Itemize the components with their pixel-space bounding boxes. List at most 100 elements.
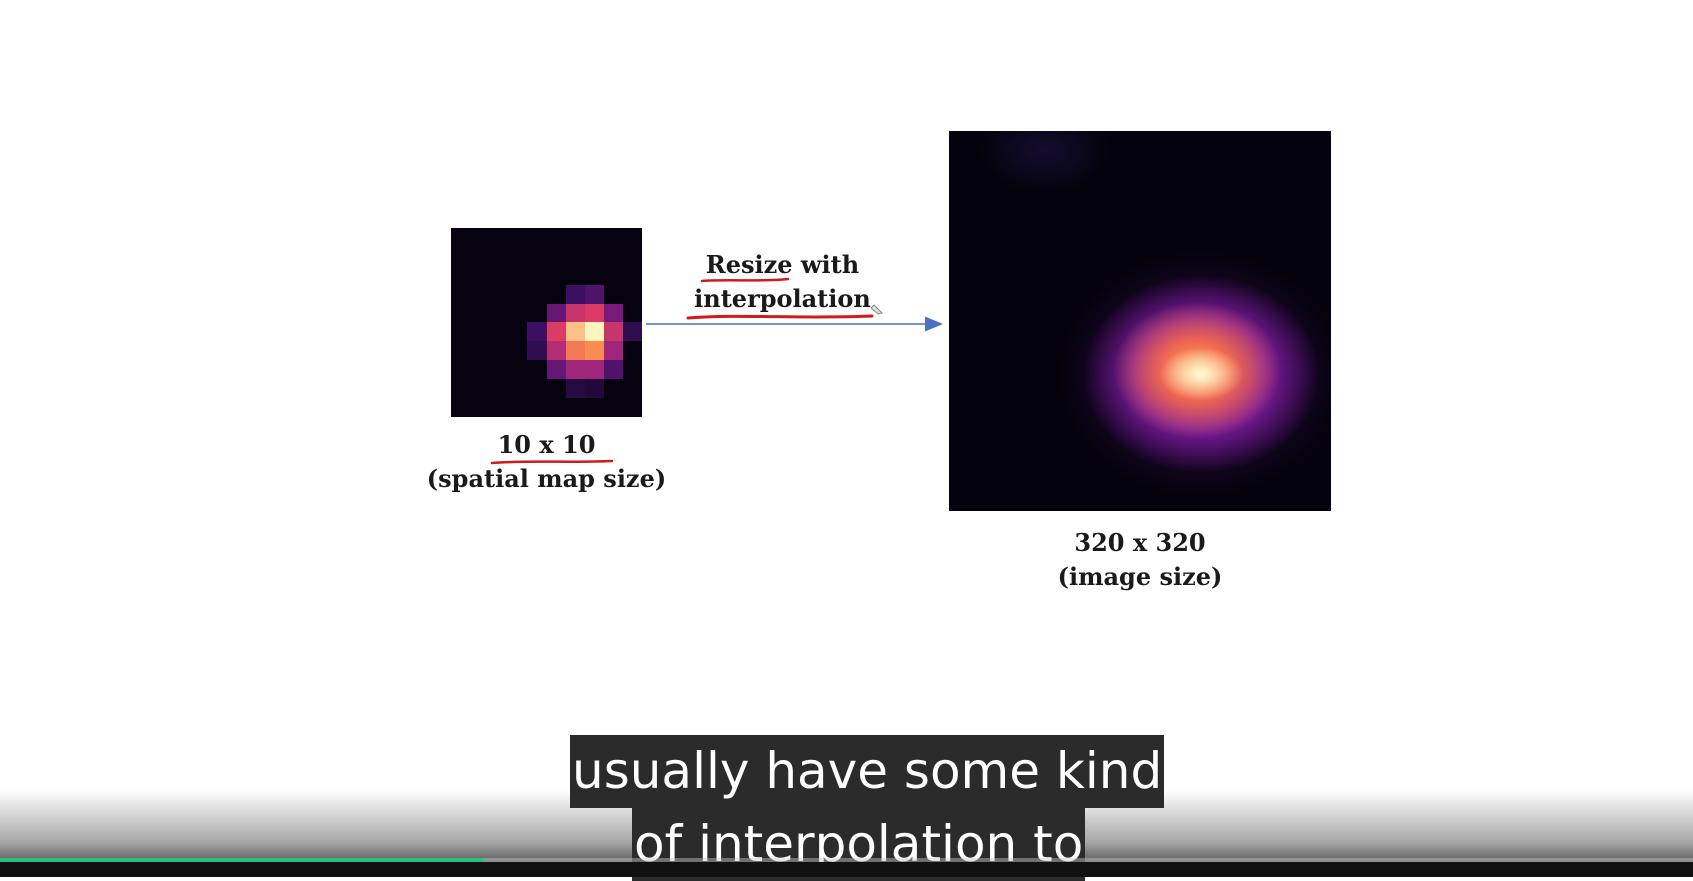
heatmap-cell — [527, 379, 547, 399]
heatmap-cell — [489, 303, 509, 323]
heatmap-cell — [622, 322, 642, 342]
heatmap-cell — [622, 303, 642, 323]
heatmap-cell — [584, 284, 604, 304]
heatmap-cell — [603, 379, 623, 399]
heatmap-cell — [603, 246, 623, 266]
heatmap-cell — [546, 284, 566, 304]
heatmap-cell — [527, 246, 547, 266]
heatmap-cell — [451, 398, 471, 417]
small-heatmap — [451, 228, 642, 417]
heatmap-cell — [508, 360, 528, 380]
heatmap-cell — [565, 303, 585, 323]
heatmap-cell — [584, 379, 604, 399]
heatmap-cell — [508, 322, 528, 342]
progress-bar[interactable] — [0, 858, 1693, 862]
heatmap-cell — [451, 341, 471, 361]
heatmap-cell — [603, 398, 623, 417]
heatmap-cell — [508, 284, 528, 304]
heatmap-cell — [508, 379, 528, 399]
heatmap-cell — [546, 398, 566, 417]
heatmap-cell — [451, 284, 471, 304]
heatmap-cell — [489, 379, 509, 399]
heatmap-cell — [622, 265, 642, 285]
heatmap-cell — [603, 284, 623, 304]
heatmap-cell — [584, 228, 604, 247]
heatmap-cell — [451, 246, 471, 266]
heatmap-cell — [470, 360, 490, 380]
heatmap-cell — [451, 228, 471, 247]
heatmap-cell — [451, 322, 471, 342]
heatmap-cell — [546, 246, 566, 266]
heatmap-cell — [546, 379, 566, 399]
heatmap-cell — [527, 303, 547, 323]
heatmap-cell — [546, 360, 566, 380]
large-heatmap — [949, 131, 1331, 511]
arrow-label-line1: Resize with — [705, 250, 860, 279]
heatmap-cell — [527, 341, 547, 361]
small-map-size-label: 10 x 10 — [497, 430, 596, 459]
heatmap-cell — [489, 398, 509, 417]
heatmap-cell — [565, 246, 585, 266]
heatmap-cell — [622, 341, 642, 361]
underline-interpolation — [686, 314, 874, 320]
heatmap-cell — [546, 228, 566, 247]
heatmap-cell — [565, 379, 585, 399]
heatmap-cell — [584, 360, 604, 380]
heatmap-cell — [622, 379, 642, 399]
heatmap-cell — [470, 398, 490, 417]
heatmap-cell — [489, 246, 509, 266]
heatmap-cell — [527, 228, 547, 247]
heatmap-cell — [546, 303, 566, 323]
heatmap-cell — [565, 228, 585, 247]
underline-10x10 — [490, 459, 614, 465]
heatmap-cell — [603, 322, 623, 342]
heatmap-cell — [565, 265, 585, 285]
heatmap-cell — [470, 284, 490, 304]
heatmap-cell — [622, 246, 642, 266]
heatmap-cell — [622, 398, 642, 417]
heatmap-cell — [489, 360, 509, 380]
image-size-caption: (image size) — [1057, 562, 1223, 591]
heatmap-cell — [603, 228, 623, 247]
heatmap-cell — [603, 303, 623, 323]
heatmap-cell — [508, 246, 528, 266]
heatmap-cell — [470, 303, 490, 323]
subtitle-line-1: usually have some kind — [570, 735, 1165, 808]
heatmap-cell — [470, 246, 490, 266]
heatmap-cell — [527, 265, 547, 285]
heatmap-cell — [508, 398, 528, 417]
heatmap-cell — [584, 303, 604, 323]
heatmap-cell — [470, 322, 490, 342]
heatmap-cell — [508, 265, 528, 285]
heatmap-cell — [565, 398, 585, 417]
heatmap-cell — [565, 341, 585, 361]
small-map-caption: (spatial map size) — [426, 464, 667, 493]
heatmap-cell — [451, 303, 471, 323]
heatmap-cell — [489, 341, 509, 361]
heatmap-cell — [527, 284, 547, 304]
heatmap-cell — [470, 228, 490, 247]
heatmap-cell — [470, 341, 490, 361]
pen-cursor-icon — [870, 304, 883, 315]
heatmap-cell — [489, 284, 509, 304]
heatmap-cell — [622, 228, 642, 247]
heatmap-cell — [584, 265, 604, 285]
heatmap-cell — [584, 398, 604, 417]
heatmap-cell — [527, 360, 547, 380]
heatmap-cell — [622, 360, 642, 380]
heatmap-cell — [622, 284, 642, 304]
heatmap-cell — [546, 322, 566, 342]
heatmap-cell — [470, 379, 490, 399]
heatmap-cell — [603, 265, 623, 285]
heatmap-cell — [508, 303, 528, 323]
heatmap-cell — [565, 284, 585, 304]
arrow-label-line2: interpolation — [694, 284, 871, 313]
heatmap-cell — [603, 341, 623, 361]
underline-resize — [700, 277, 790, 283]
heatmap-cell — [489, 265, 509, 285]
heatmap-cell — [527, 398, 547, 417]
heatmap-cell — [508, 341, 528, 361]
heatmap-cell — [508, 228, 528, 247]
